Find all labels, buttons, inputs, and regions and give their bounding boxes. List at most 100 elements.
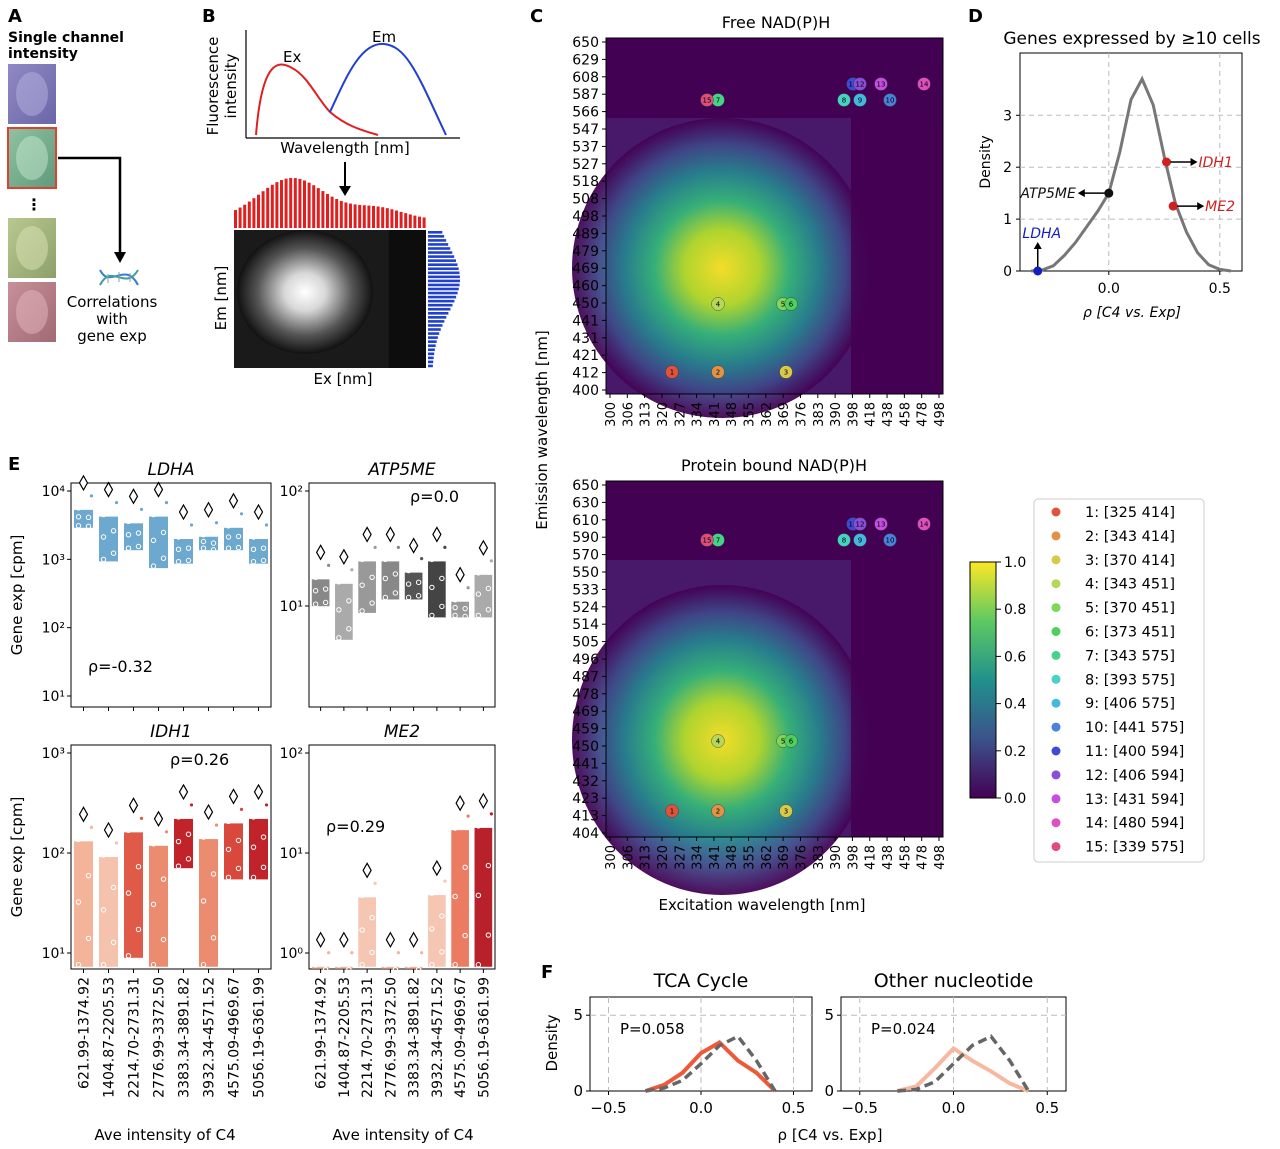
heatmap-ytick: 587 [572,87,599,103]
heatmap-point [837,93,851,107]
legend-item-label: 4: [343 451] [1085,577,1175,593]
e-outlier [239,807,244,812]
e-outlier [139,507,144,511]
e-mean-marker [228,788,239,805]
e-outlier [373,881,377,885]
heatmap-ytick: 460 [572,279,599,295]
e-box [381,966,400,969]
heatmap-point-label: 4 [716,301,721,309]
f-pvalue: P=0.024 [871,1020,936,1038]
e-point [405,581,412,587]
e-xtick: 3383.34-3891.82 [177,977,193,1098]
ex-hist-bar [381,207,385,228]
e-point [175,534,182,540]
e-point [85,872,92,879]
heatmap-ytick: 550 [572,565,599,581]
heatmap-ytick: 518 [572,174,599,190]
panel-label-a: A [8,6,22,27]
f-xtick: 0.0 [689,1099,713,1117]
heatmap-xtick: 362 [760,845,775,870]
heatmap-ytick: 412 [572,366,599,382]
heatmap-point-label: 13 [877,521,886,529]
heatmap-point [700,533,714,547]
e-box [381,561,400,600]
e-point [359,556,365,563]
heatmap-xtick: 313 [639,845,654,870]
heatmap-point [874,517,888,531]
panel-d-ylabel: Density [978,135,994,188]
ex-hist-bar [385,208,389,228]
corr-text-1: Correlations [67,293,158,311]
e-point [175,863,182,869]
colorbar-tick: 0.6 [1004,649,1026,665]
e-rho-label: ρ=-0.32 [88,657,153,676]
heatmap-point [853,93,867,107]
e-point [346,626,352,632]
e-outlier [189,803,194,807]
panel-d-title: Genes expressed by ≥10 cells [1003,29,1260,49]
heatmap-xtick: 334 [691,845,706,870]
e-outlier [396,545,400,550]
heatmap-point-label: 8 [842,537,846,545]
legend-marker [1051,794,1061,804]
e-outlier [214,823,219,827]
e-point [312,962,319,968]
ex-hist-bar [243,204,247,228]
heatmap-ytick: 478 [572,687,599,703]
em-hist-bar [428,263,458,266]
e-point [85,935,92,942]
e-xtick: 3383.34-3891.82 [407,977,423,1098]
connector-arrow [58,156,122,255]
heatmap-point-label: 11 [849,81,858,89]
d-ytick: 3 [1003,108,1012,124]
heatmap-point [883,93,897,107]
heatmap-xtick: 355 [743,402,758,427]
heatmap-xtick: 398 [846,845,861,870]
e-mean-marker [362,526,372,543]
heatmap-xtick: 306 [621,845,636,870]
e-point [225,534,232,540]
e-outlier [466,586,470,590]
e-point [135,926,142,933]
e-point [382,594,389,601]
e-outlier [420,557,424,561]
e-point [100,511,107,518]
heatmap-point-label: 3 [784,808,788,816]
heatmap-ytick: 400 [572,383,599,399]
e-box [149,845,168,967]
e-xtick: 621.99-1374.92 [77,977,93,1089]
heatmap-point [711,804,725,818]
ex-hist-bar [247,201,251,228]
legend-marker [1051,746,1061,756]
legend: 1: [325 414] 2: [343 414] 3: [370 414] 4: [… [1051,505,1184,856]
ex-hist-bar [372,205,375,228]
heatmap-point-label: 15 [703,537,712,545]
ex-hist-bar [321,191,325,228]
e-point [160,555,167,561]
e-point [485,585,492,592]
heatmap-ytick: 441 [572,756,599,772]
heatmap-xtick: 398 [846,402,861,427]
e-mean-marker [253,503,264,521]
e-outlier [264,523,269,527]
em-hist-bar [428,259,456,262]
e-point [346,598,352,604]
e-point [415,579,422,586]
e-ytick: 10⁰ [280,946,304,962]
e-mean-marker [455,794,465,812]
legend-marker [1051,507,1061,517]
ex-hist-bar [390,209,394,228]
ex-hist-bar [367,205,371,228]
e-point [369,949,375,956]
heatmap-point-label: 5 [781,738,785,746]
heatmap-point-label: 11 [849,521,858,529]
f-background-curve [645,1034,777,1093]
ex-hist-bar [422,217,426,228]
e-point [75,505,82,511]
heatmap-xtick: 306 [621,402,636,427]
ex-hist-bar [252,198,256,228]
em-hist-bar [428,360,434,364]
e-box [428,895,446,967]
e-point [125,532,132,538]
